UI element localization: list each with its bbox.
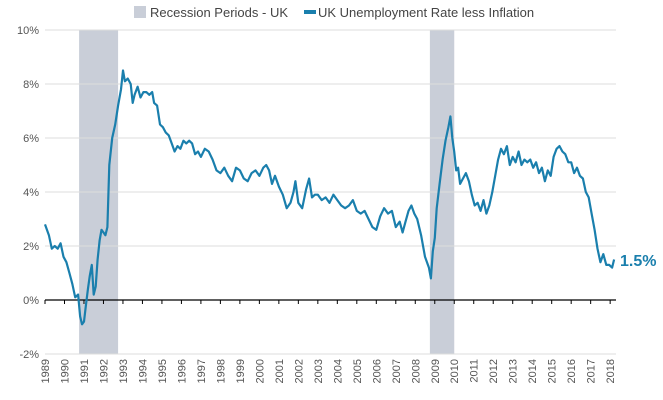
x-tick-label: 1997 <box>196 359 208 383</box>
legend-series-label: UK Unemployment Rate less Inflation <box>318 5 534 20</box>
x-tick-label: 1998 <box>215 359 227 383</box>
x-tick-label: 2000 <box>254 359 266 383</box>
x-tick-label: 2005 <box>352 359 364 383</box>
x-tick-label: 2016 <box>566 359 578 383</box>
legend-recession-label: Recession Periods - UK <box>150 5 288 20</box>
x-tick-label: 1993 <box>118 359 130 383</box>
x-tick-label: 1994 <box>137 359 149 383</box>
y-tick-label: 0% <box>23 295 39 307</box>
x-tick-label: 2009 <box>430 359 442 383</box>
x-tick-label: 2002 <box>293 359 305 383</box>
y-tick-label: -2% <box>19 349 39 361</box>
x-tick-label: 2017 <box>586 359 598 383</box>
x-tick-label: 1996 <box>176 359 188 383</box>
x-axis: 1989 1990 1991 1992 1993 1994 1995 1996 1997 1998… <box>40 300 617 383</box>
y-tick-label: 8% <box>23 79 39 91</box>
y-tick-label: 10% <box>17 25 39 37</box>
y-axis: -2% 0% 2% 4% 6% 8% 10% <box>17 25 39 361</box>
x-tick-label: 2004 <box>332 359 344 383</box>
x-tick-label: 1990 <box>59 359 71 383</box>
x-tick-label: 2014 <box>527 359 539 383</box>
end-value-label: 1.5% <box>620 253 656 270</box>
x-tick-label: 2008 <box>410 359 422 383</box>
x-tick-label: 2015 <box>547 359 559 383</box>
x-tick-label: 2011 <box>469 359 481 383</box>
x-tick-label: 2001 <box>274 359 286 383</box>
x-tick-label: 1995 <box>157 359 169 383</box>
legend-series-swatch <box>304 10 316 14</box>
y-tick-label: 2% <box>23 241 39 253</box>
series-lines <box>43 69 616 326</box>
x-tick-label: 2010 <box>449 359 461 383</box>
x-tick-label: 1989 <box>40 359 52 383</box>
legend-recession-swatch <box>134 6 146 18</box>
x-tick-label: 2006 <box>371 359 383 383</box>
y-tick-label: 4% <box>23 187 39 199</box>
series-line <box>43 69 616 326</box>
x-tick-label: 1991 <box>79 359 91 383</box>
x-tick-label: 2012 <box>488 359 500 383</box>
gridlines <box>45 29 616 355</box>
x-tick-label: 2013 <box>508 359 520 383</box>
x-tick-label: 1999 <box>235 359 247 383</box>
x-tick-label: 1992 <box>98 359 110 383</box>
x-tick-label: 2003 <box>313 359 325 383</box>
x-tick-label: 2007 <box>391 359 403 383</box>
y-tick-label: 6% <box>23 133 39 145</box>
x-tick-label: 2018 <box>605 359 617 383</box>
legend: Recession Periods - UK UK Unemployment R… <box>134 5 534 20</box>
